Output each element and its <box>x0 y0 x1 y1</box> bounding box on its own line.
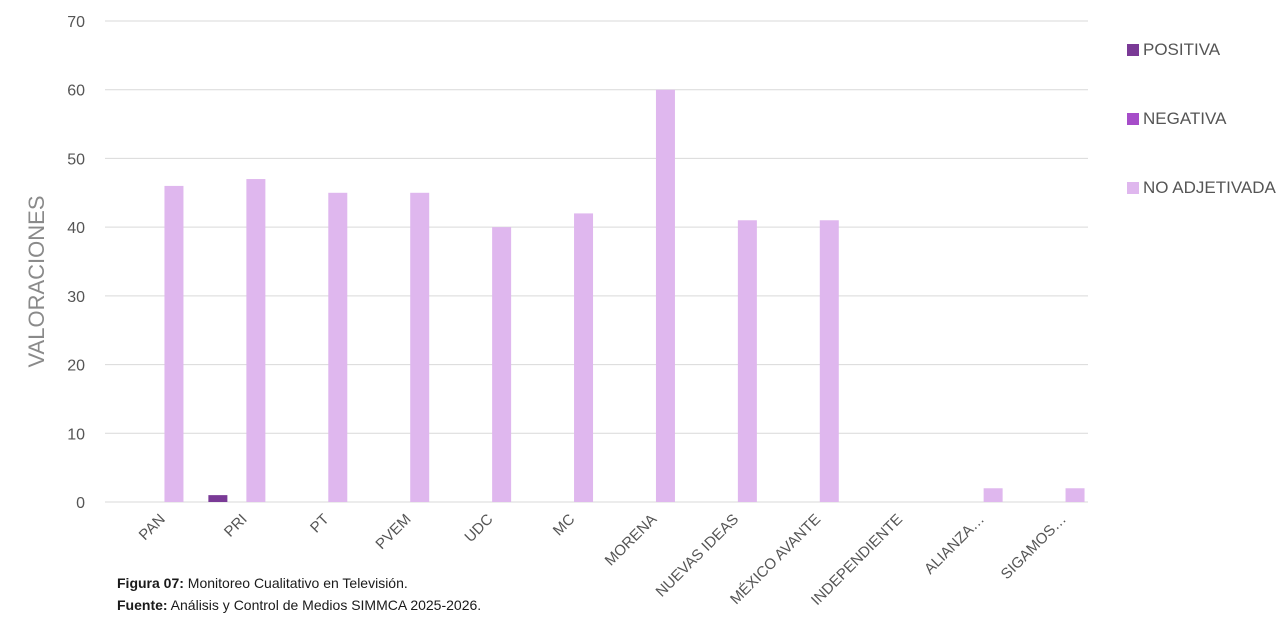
bar <box>655 89 675 502</box>
bar <box>983 488 1003 502</box>
legend-swatch <box>1127 44 1139 56</box>
legend-label: NEGATIVA <box>1143 109 1227 128</box>
legend-label: POSITIVA <box>1143 40 1221 59</box>
y-axis-label: VALORACIONES <box>24 196 49 368</box>
caption-text: Monitoreo Cualitativo en Televisión. <box>183 575 408 591</box>
legend-label: NO ADJETIVADA <box>1143 178 1277 197</box>
legend-swatch <box>1127 113 1139 125</box>
x-tick-label: INDEPENDIENTE <box>808 511 906 609</box>
x-tick-label: PRI <box>221 511 251 541</box>
source-text: Análisis y Control de Medios SIMMCA 2025… <box>167 597 482 613</box>
x-tick-label: MÉXICO AVANTE <box>727 511 824 608</box>
x-tick-label: NUEVAS IDEAS <box>653 511 743 601</box>
x-tick-label: MORENA <box>602 511 661 570</box>
legend-swatch <box>1127 182 1139 194</box>
x-tick-label: SIGAMOS… <box>998 511 1070 583</box>
x-tick-label: MC <box>550 511 579 540</box>
y-tick-label: 60 <box>67 83 85 100</box>
caption-label: Figura 07: <box>117 575 184 591</box>
y-tick-label: 70 <box>67 14 85 31</box>
bar <box>246 179 266 503</box>
bar <box>1065 488 1085 502</box>
bar <box>819 220 839 502</box>
bar <box>328 192 348 503</box>
y-tick-label: 0 <box>76 495 85 512</box>
source-label: Fuente: <box>117 597 168 613</box>
y-tick-label: 20 <box>67 358 85 375</box>
bar <box>410 192 430 503</box>
bar <box>164 185 184 502</box>
x-tick-label: PVEM <box>372 511 414 553</box>
y-tick-label: 50 <box>67 151 85 168</box>
source-caption: Fuente: Análisis y Control de Medios SIM… <box>117 597 481 613</box>
bar <box>492 227 512 502</box>
x-tick-label: ALIANZA… <box>921 511 988 578</box>
figure-caption: Figura 07: Monitoreo Cualitativo en Tele… <box>117 575 408 591</box>
bar <box>208 495 228 502</box>
y-tick-label: 40 <box>67 220 85 237</box>
bar <box>737 220 757 502</box>
x-tick-label: PAN <box>136 511 169 544</box>
y-tick-label: 10 <box>67 426 85 443</box>
y-tick-label: 30 <box>67 289 85 306</box>
x-tick-label: UDC <box>461 511 496 546</box>
x-tick-label: PT <box>307 511 333 537</box>
bar <box>574 213 594 502</box>
